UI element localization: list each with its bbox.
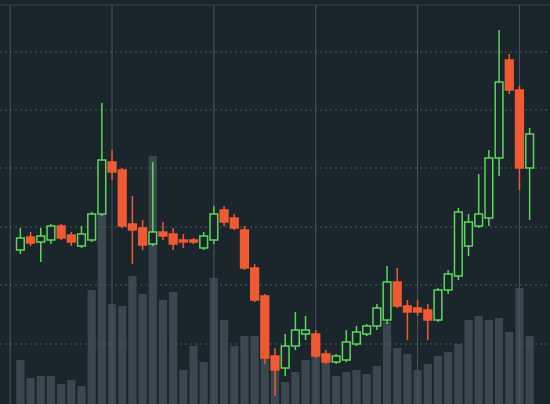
volume-bar: [250, 336, 259, 404]
candle-body: [188, 239, 199, 243]
volume-bar: [118, 306, 127, 404]
candle-body: [423, 309, 433, 321]
candle-body: [453, 211, 463, 277]
candle-body: [148, 231, 158, 245]
volume-bar: [484, 320, 493, 404]
volume-bar: [403, 354, 412, 404]
candle-body: [260, 295, 270, 359]
candle-body: [239, 229, 250, 269]
volume-bar: [36, 376, 45, 404]
volume-bar: [342, 372, 351, 404]
volume-bar: [393, 348, 402, 404]
candle-body: [463, 221, 474, 247]
volume-bar: [199, 362, 208, 404]
volume-bar: [230, 346, 239, 404]
candle-body: [433, 289, 443, 321]
candle-body: [158, 231, 168, 237]
volume-bar: [332, 376, 341, 404]
volume-bar: [301, 360, 310, 404]
candle-body: [504, 59, 514, 91]
candle-body: [382, 281, 392, 321]
volume-bar: [87, 290, 96, 404]
volume-bar: [352, 370, 361, 404]
candle-body: [300, 329, 311, 335]
volume-bar: [97, 190, 106, 404]
candle-body: [311, 333, 321, 357]
candle-body: [341, 341, 351, 361]
candle-body: [514, 89, 525, 169]
volume-bar: [16, 360, 25, 404]
candle-body: [76, 233, 87, 247]
candle-body: [525, 133, 535, 169]
candle-body: [36, 235, 46, 243]
volume-bar: [474, 316, 483, 404]
volume-bar: [372, 366, 381, 404]
candle-body: [127, 223, 138, 231]
candle-body: [46, 225, 56, 241]
volume-bar: [444, 352, 453, 404]
volume-bar: [220, 320, 229, 404]
volume-bar: [454, 344, 463, 404]
candle-body: [168, 233, 178, 245]
candle-body: [66, 234, 76, 243]
candle-body: [443, 273, 453, 291]
candle-body: [117, 169, 127, 227]
candle-body: [250, 267, 260, 301]
candle-body: [290, 329, 300, 347]
volume-bar: [464, 320, 473, 404]
candle-body: [372, 307, 382, 327]
volume-bar: [433, 356, 443, 404]
volume-bar: [67, 380, 76, 404]
candle-body: [199, 235, 209, 249]
candle-body: [351, 331, 362, 345]
volume-bar: [362, 374, 371, 404]
volume-bar: [26, 378, 35, 404]
volume-bar: [77, 386, 86, 404]
candle-body: [331, 355, 341, 363]
volume-bar: [128, 276, 137, 404]
volume-bar: [179, 370, 188, 404]
volume-bar: [148, 156, 157, 404]
candle-body: [402, 305, 413, 313]
volume-bar: [505, 332, 514, 404]
candle-body: [137, 227, 148, 246]
candle-body: [392, 281, 402, 307]
candle-body: [107, 161, 117, 173]
candle-body: [280, 345, 290, 369]
candle-body: [484, 157, 494, 219]
volume-bar: [525, 336, 534, 404]
candle-body: [56, 225, 66, 239]
volume-bar: [382, 322, 392, 404]
candle-body: [270, 355, 280, 371]
candle-body: [321, 353, 331, 363]
volume-bar: [189, 346, 198, 404]
candle-body: [412, 307, 423, 313]
candle-body: [25, 236, 36, 244]
candle-body: [474, 213, 484, 227]
candle-body: [362, 325, 372, 335]
volume-bar: [495, 318, 504, 404]
candle-body: [229, 217, 239, 229]
volume-bar: [46, 376, 55, 404]
volume-bar: [423, 364, 432, 404]
volume-bar: [158, 300, 168, 404]
candle-layer: [15, 30, 535, 396]
candle-body: [494, 81, 504, 159]
volume-bar: [57, 384, 66, 404]
candle-body: [97, 159, 107, 215]
candle-body: [87, 213, 97, 241]
volume-bar: [291, 372, 300, 404]
candle-body: [178, 239, 188, 243]
volume-bar: [281, 382, 290, 404]
volume-bar: [240, 336, 249, 404]
volume-bar: [169, 292, 178, 404]
candle-body: [15, 237, 25, 251]
candle-body: [219, 209, 229, 223]
candle-body: [209, 213, 219, 241]
volume-bar: [138, 294, 147, 404]
volume-bar: [321, 362, 330, 404]
